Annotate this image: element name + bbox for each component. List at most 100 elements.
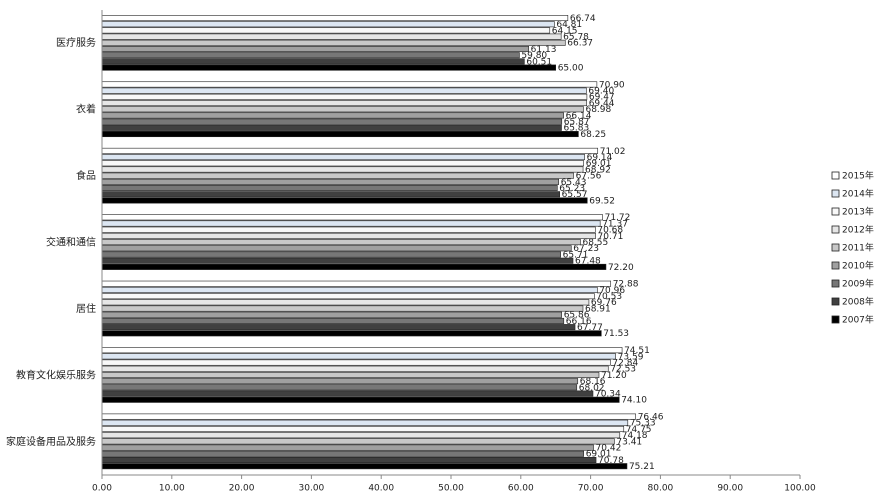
bar bbox=[101, 280, 612, 287]
bar bbox=[101, 112, 564, 119]
value-label: 71.20 bbox=[601, 371, 627, 381]
value-label: 70.42 bbox=[596, 443, 622, 453]
bar bbox=[101, 311, 563, 318]
value-label: 65.78 bbox=[563, 33, 589, 43]
value-label: 73.41 bbox=[616, 437, 642, 447]
value-label: 70.90 bbox=[599, 80, 625, 90]
value-label: 67.48 bbox=[575, 257, 601, 267]
value-label: 70.53 bbox=[596, 292, 622, 302]
legend-label: 2014年 bbox=[842, 188, 874, 200]
legend-swatch bbox=[831, 279, 840, 288]
legend-label: 2015年 bbox=[842, 170, 874, 182]
value-label: 73.59 bbox=[618, 352, 644, 362]
bar bbox=[101, 324, 576, 331]
legend-swatch bbox=[831, 297, 840, 306]
value-label: 65.23 bbox=[559, 184, 585, 194]
value-label: 68.98 bbox=[585, 105, 611, 115]
bar bbox=[101, 330, 602, 337]
value-label: 74.10 bbox=[621, 396, 647, 406]
bar bbox=[101, 293, 595, 300]
x-tick-label: 100.00 bbox=[784, 484, 816, 494]
value-label: 69.44 bbox=[589, 99, 615, 109]
bar bbox=[101, 160, 584, 167]
value-label: 72.88 bbox=[613, 280, 639, 290]
bar bbox=[101, 286, 598, 293]
bar bbox=[101, 299, 590, 306]
value-label: 66.74 bbox=[570, 14, 596, 24]
value-label: 68.91 bbox=[585, 304, 611, 314]
value-label: 65.71 bbox=[563, 250, 589, 260]
bar bbox=[101, 39, 566, 46]
value-label: 59.80 bbox=[521, 51, 547, 61]
value-label: 69.01 bbox=[586, 159, 612, 169]
bar bbox=[101, 124, 562, 131]
bar bbox=[101, 166, 584, 173]
value-label: 66.37 bbox=[567, 39, 593, 49]
value-label: 66.16 bbox=[566, 317, 592, 327]
bar bbox=[101, 214, 603, 221]
category-label: 食品 bbox=[76, 169, 96, 182]
value-label: 67.23 bbox=[573, 244, 599, 254]
legend-swatch bbox=[831, 261, 840, 270]
bar bbox=[101, 100, 587, 107]
x-tick-label: 50.00 bbox=[438, 484, 464, 494]
bar bbox=[101, 419, 629, 426]
bar bbox=[101, 87, 587, 94]
legend-swatch bbox=[831, 207, 840, 216]
bar bbox=[101, 305, 584, 312]
value-label: 69.14 bbox=[587, 153, 613, 163]
bar bbox=[101, 432, 621, 439]
legend-label: 2011年 bbox=[842, 242, 874, 254]
value-label: 69.40 bbox=[588, 87, 614, 97]
value-label: 72.20 bbox=[608, 263, 634, 273]
value-label: 72.53 bbox=[610, 365, 636, 375]
x-tick-label: 10.00 bbox=[159, 484, 185, 494]
value-label: 65.83 bbox=[563, 124, 589, 134]
bar bbox=[101, 450, 584, 457]
bar bbox=[101, 46, 529, 53]
bar bbox=[101, 384, 578, 391]
legend-label: 2008年 bbox=[842, 296, 874, 308]
value-label: 75.33 bbox=[630, 419, 656, 429]
x-tick-label: 60.00 bbox=[508, 484, 534, 494]
value-label: 75.21 bbox=[629, 462, 655, 472]
value-label: 68.25 bbox=[580, 130, 606, 140]
legend-swatch bbox=[831, 171, 840, 180]
value-label: 72.84 bbox=[612, 358, 638, 368]
bar bbox=[101, 347, 623, 354]
bar bbox=[101, 197, 588, 204]
value-label: 67.77 bbox=[577, 323, 603, 333]
bar bbox=[101, 154, 585, 161]
value-label: 74.18 bbox=[622, 431, 648, 441]
value-label: 71.72 bbox=[605, 213, 631, 223]
value-label: 71.02 bbox=[600, 147, 626, 157]
bar bbox=[101, 15, 569, 22]
x-tick-label: 70.00 bbox=[578, 484, 604, 494]
bar bbox=[101, 226, 596, 233]
bar bbox=[101, 33, 562, 40]
bar bbox=[101, 317, 565, 324]
value-label: 74.75 bbox=[626, 425, 652, 435]
value-label: 69.76 bbox=[591, 298, 617, 308]
value-label: 71.37 bbox=[602, 219, 628, 229]
legend-label: 2010年 bbox=[842, 260, 874, 272]
value-label: 71.53 bbox=[603, 329, 629, 339]
x-tick-label: 80.00 bbox=[648, 484, 674, 494]
x-tick-label: 30.00 bbox=[299, 484, 325, 494]
bar bbox=[101, 396, 620, 403]
bar bbox=[101, 131, 579, 138]
bar bbox=[101, 413, 636, 420]
value-label: 70.68 bbox=[597, 226, 623, 236]
value-label: 68.55 bbox=[582, 238, 608, 248]
value-label: 70.71 bbox=[598, 232, 624, 242]
legend-swatch bbox=[831, 225, 840, 234]
bar bbox=[101, 444, 594, 451]
category-label: 家庭设备用品及服务 bbox=[6, 435, 96, 448]
bar bbox=[101, 239, 581, 246]
bar bbox=[101, 378, 579, 385]
legend-swatch bbox=[831, 315, 840, 324]
bar bbox=[101, 58, 525, 65]
bar bbox=[101, 81, 598, 88]
bar bbox=[101, 64, 557, 71]
